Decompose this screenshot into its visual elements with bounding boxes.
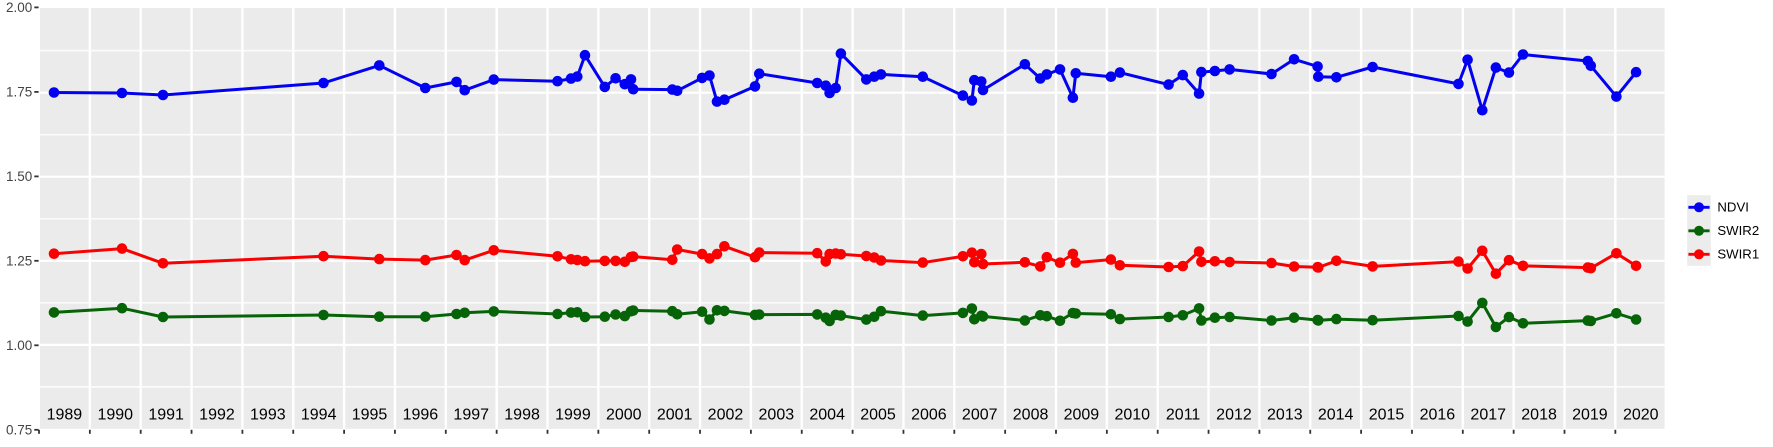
- svg-text:1991: 1991: [148, 407, 184, 424]
- svg-text:1996: 1996: [403, 407, 439, 424]
- svg-text:2011: 2011: [1166, 407, 1201, 424]
- svg-text:1994: 1994: [301, 407, 337, 424]
- svg-text:2018: 2018: [1521, 407, 1557, 424]
- svg-text:1997: 1997: [453, 407, 489, 424]
- svg-text:1.00: 1.00: [6, 338, 32, 353]
- svg-text:1992: 1992: [199, 407, 235, 424]
- svg-text:1999: 1999: [555, 407, 591, 424]
- svg-text:1990: 1990: [97, 407, 133, 424]
- svg-text:1.25: 1.25: [6, 254, 32, 269]
- svg-text:2001: 2001: [657, 407, 693, 424]
- svg-text:SWIR2: SWIR2: [1717, 223, 1759, 238]
- svg-text:2.00: 2.00: [6, 0, 32, 15]
- svg-text:2019: 2019: [1572, 407, 1608, 424]
- svg-text:SWIR1: SWIR1: [1717, 247, 1759, 262]
- svg-text:2000: 2000: [606, 407, 642, 424]
- svg-text:2016: 2016: [1420, 407, 1456, 424]
- svg-text:2008: 2008: [1013, 407, 1049, 424]
- svg-text:2005: 2005: [860, 407, 896, 424]
- svg-text:0.75: 0.75: [6, 422, 32, 437]
- svg-text:2013: 2013: [1267, 407, 1303, 424]
- svg-text:2014: 2014: [1318, 407, 1354, 424]
- svg-text:1993: 1993: [250, 407, 286, 424]
- svg-text:2012: 2012: [1216, 407, 1252, 424]
- svg-text:NDVI: NDVI: [1717, 200, 1749, 215]
- svg-text:2015: 2015: [1369, 407, 1405, 424]
- svg-text:1995: 1995: [352, 407, 388, 424]
- svg-text:2010: 2010: [1114, 407, 1150, 424]
- svg-text:2004: 2004: [809, 407, 845, 424]
- svg-text:2007: 2007: [962, 407, 998, 424]
- svg-text:2006: 2006: [911, 407, 947, 424]
- svg-text:2009: 2009: [1064, 407, 1100, 424]
- svg-text:2017: 2017: [1470, 407, 1506, 424]
- svg-text:2002: 2002: [708, 407, 744, 424]
- svg-text:1989: 1989: [47, 407, 83, 424]
- svg-text:2003: 2003: [759, 407, 795, 424]
- svg-text:1.50: 1.50: [6, 169, 32, 184]
- svg-text:1.75: 1.75: [6, 85, 32, 100]
- svg-text:2020: 2020: [1623, 407, 1659, 424]
- svg-text:1998: 1998: [504, 407, 540, 424]
